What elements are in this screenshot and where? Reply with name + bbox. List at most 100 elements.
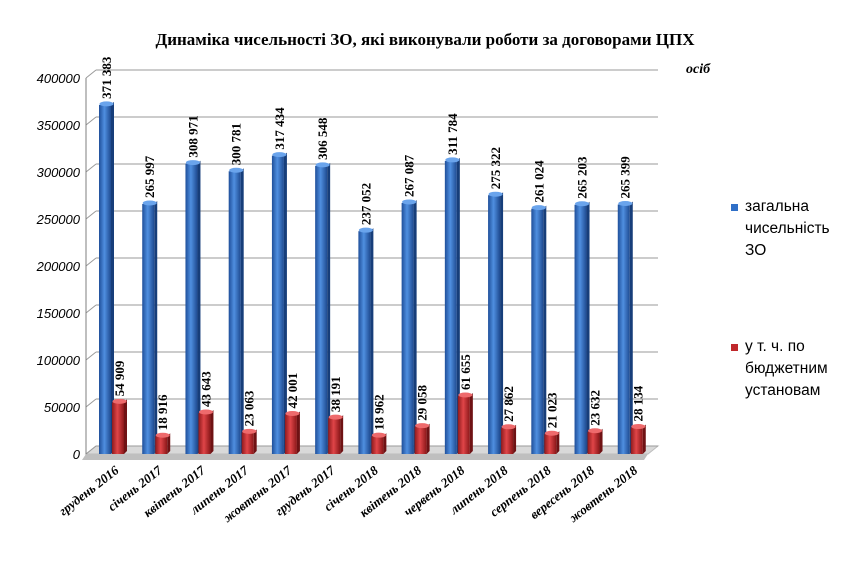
bar-total (574, 204, 587, 454)
data-label: 27 862 (501, 386, 516, 422)
bar-side (426, 423, 430, 454)
bar-budget (544, 434, 557, 454)
data-label: 18 916 (155, 394, 170, 430)
data-label: 267 087 (402, 154, 417, 197)
data-label: 38 191 (328, 376, 343, 412)
bar-side (370, 228, 374, 454)
bar-top (99, 101, 114, 107)
data-label: 317 434 (272, 107, 287, 150)
data-label: 29 058 (415, 384, 430, 420)
bar-side (456, 157, 460, 454)
bar-side (413, 199, 417, 454)
bar-side (599, 428, 603, 454)
bar-side (556, 431, 560, 454)
gridline-diag (85, 116, 97, 126)
data-label: 265 203 (575, 156, 590, 199)
bar-top (402, 199, 417, 205)
bar-budget (414, 426, 427, 454)
bar-total (99, 104, 111, 455)
legend-label-budget: у т. ч. по бюджетним установам (745, 338, 828, 399)
bar-side (240, 168, 244, 454)
data-label: 28 134 (631, 385, 646, 421)
bar-side (586, 201, 590, 454)
data-label: 23 632 (588, 390, 603, 426)
bar-total (142, 203, 155, 454)
bar-side (253, 429, 257, 454)
bar-top (588, 428, 603, 434)
bar-budget (198, 412, 211, 454)
bar-budget (328, 418, 341, 454)
bar-budget (284, 414, 297, 454)
bar-top (185, 160, 200, 166)
data-label: 265 997 (142, 155, 157, 198)
data-label: 308 971 (185, 115, 200, 157)
bar-top (155, 432, 170, 438)
data-label: 371 383 (99, 56, 114, 99)
bar-top (229, 167, 244, 173)
bar-total (488, 195, 501, 454)
bar-budget (501, 427, 514, 454)
data-label: 21 023 (544, 392, 559, 428)
bar-side (500, 192, 504, 454)
y-tick-label: 350000 (37, 118, 81, 133)
data-label: 18 962 (371, 394, 386, 430)
bar-side (513, 424, 517, 454)
bar-side (111, 101, 114, 455)
bar-total (531, 208, 544, 454)
bar-top (488, 191, 503, 197)
bar-side (642, 424, 646, 454)
gridline-diag (85, 257, 97, 267)
bar-total (315, 165, 328, 454)
y-tick-label: 50000 (44, 400, 81, 415)
y-tick-label: 250000 (36, 212, 81, 227)
bar-total (617, 204, 630, 454)
legend-swatch-blue (731, 204, 738, 211)
bar-side (167, 433, 171, 454)
plot-floor-edge (82, 454, 648, 460)
y-tick-label: 150000 (37, 306, 81, 321)
bar-top (501, 424, 516, 430)
gridline-diag (85, 210, 97, 220)
chart-title: Динаміка чисельності ЗО, які виконували … (155, 30, 695, 49)
legend-swatch-red (731, 344, 738, 351)
bar-side (469, 393, 473, 454)
bar-side (154, 200, 158, 454)
gridline-diag (85, 304, 97, 314)
data-label: 265 399 (618, 156, 633, 199)
bar-side (340, 415, 344, 454)
bar-total (358, 231, 371, 454)
bar-budget (112, 402, 124, 454)
bar-budget (371, 436, 384, 454)
bar-total (271, 155, 284, 454)
gridline-diag (85, 69, 97, 79)
bar-budget (630, 427, 643, 454)
bar-top (575, 201, 590, 207)
bar-budget (457, 396, 470, 454)
bar-top (618, 201, 633, 207)
y-tick-label: 400000 (37, 71, 81, 86)
bar-top (198, 409, 213, 415)
bar-side (327, 162, 331, 454)
bar-total (444, 160, 457, 454)
bar-top (415, 423, 430, 429)
bar-total (228, 171, 241, 454)
bar-side (197, 160, 201, 454)
bar-top (458, 392, 473, 398)
data-label: 43 643 (198, 371, 213, 407)
data-label: 306 548 (315, 117, 330, 160)
data-label: 42 001 (285, 373, 300, 409)
bar-top (328, 414, 343, 420)
bar-side (210, 409, 214, 454)
data-label: 61 655 (458, 354, 473, 390)
data-label: 311 784 (445, 113, 460, 155)
bar-top (272, 152, 287, 158)
bar-top (142, 200, 157, 206)
y-tick-label: 200000 (36, 259, 81, 274)
bar-budget (155, 436, 168, 454)
unit-label: осіб (686, 62, 711, 77)
gridline-diag (85, 163, 97, 173)
data-label: 261 024 (531, 160, 546, 203)
bar-top (315, 162, 330, 168)
gridline-diag (85, 351, 97, 361)
